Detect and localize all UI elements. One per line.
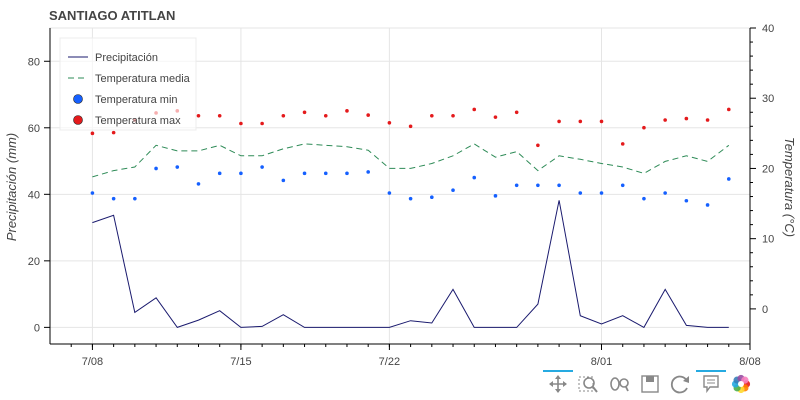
y2-tick-label: 10 [762,234,774,246]
point-temperatura-max [599,119,604,124]
point-temperatura-min [323,171,328,176]
y2-tick-label: 20 [762,163,774,175]
point-temperatura-min [408,196,413,201]
point-temperatura-min [217,171,222,176]
y-tick-label: 0 [34,322,40,334]
point-temperatura-max [684,116,689,121]
y2-tick-label: 40 [762,23,774,35]
point-temperatura-max [366,113,370,117]
toolbar [543,370,751,394]
bokeh-logo-icon[interactable] [731,374,751,394]
point-temperatura-min [620,183,625,188]
point-temperatura-min [154,166,158,171]
series-line-precipitacion [92,200,729,329]
axes: 0 20 40 60 80 0 10 20 30 40 7/08 7/15 7/22 8/01 8/08 [28,23,775,368]
point-temperatura-min [345,171,349,176]
x-tick-label: 8/01 [591,356,612,368]
point-temperatura-min [726,177,731,181]
point-temperatura-max [302,110,307,115]
point-temperatura-max [430,113,434,118]
y-tick-label: 20 [28,256,40,268]
y-tick-label: 60 [28,123,40,135]
y-tick-label: 80 [28,56,40,68]
x-tick-label: 8/08 [739,356,760,368]
point-temperatura-min [705,203,710,207]
hover-tool-icon[interactable] [696,370,726,394]
point-temperatura-max [726,107,731,112]
point-temperatura-max [408,124,413,129]
point-temperatura-min [302,171,307,176]
legend-label: Temperatura max [95,115,181,127]
point-temperatura-max [260,121,264,126]
legend-swatch [73,115,83,125]
y-tick-label: 40 [28,189,40,201]
point-temperatura-min [663,191,667,195]
point-temperatura-max [557,119,561,124]
point-temperatura-min [493,194,498,198]
y2-tick-label: 30 [762,93,774,105]
save-tool-icon[interactable] [641,375,659,393]
y2-axis-label: Temperatura (°C) [782,137,797,237]
point-temperatura-min [111,196,116,201]
point-temperatura-min [133,196,137,201]
box-zoom-tool-icon[interactable] [578,376,598,393]
point-temperatura-min [557,183,561,188]
point-temperatura-max [323,113,328,118]
point-temperatura-min [472,175,477,180]
point-temperatura-min [578,191,583,195]
x-tick-label: 7/08 [82,356,103,368]
point-temperatura-min [175,165,180,169]
point-temperatura-min [599,191,604,195]
point-temperatura-max [217,113,222,118]
point-temperatura-max [239,121,243,126]
point-temperatura-max [514,110,519,115]
wheel-zoom-tool-icon[interactable] [610,377,629,392]
legend-box [59,37,197,131]
point-temperatura-max [111,130,116,135]
y-axis-label: Precipitación (mm) [4,133,19,241]
point-temperatura-max [90,131,95,136]
point-temperatura-min [642,196,646,201]
pan-tool-icon[interactable] [543,370,573,393]
point-temperatura-min [196,182,201,186]
point-temperatura-min [260,165,264,169]
point-temperatura-min [536,183,540,188]
series-line-temperatura-media [92,143,730,178]
point-temperatura-max [451,113,455,118]
legend-label: Temperatura min [95,94,178,106]
point-temperatura-min [684,198,689,203]
legend-label: Precipitación [95,52,158,64]
chart-title: SANTIAGO ATITLAN [49,8,175,23]
point-temperatura-max [578,119,583,124]
point-temperatura-min [281,178,286,183]
point-temperatura-max [663,118,667,122]
legend: Precipitación Temperatura media Temperatur… [59,37,197,131]
point-temperatura-min [366,170,370,174]
point-temperatura-min [239,171,243,176]
point-temperatura-max [493,115,498,119]
legend-swatch [73,94,83,104]
point-temperatura-min [387,191,392,195]
point-temperatura-max [387,121,392,125]
legend-label: Temperatura media [95,73,191,85]
point-temperatura-min [430,195,434,200]
point-temperatura-min [451,188,455,193]
x-tick-label: 7/15 [230,356,251,368]
point-temperatura-max [281,113,286,118]
reset-tool-icon[interactable] [670,375,689,394]
y2-tick-label: 0 [762,304,768,316]
point-temperatura-max [705,118,710,122]
point-temperatura-min [514,183,519,188]
x-tick-label: 7/22 [379,356,400,368]
point-temperatura-max [536,143,540,148]
point-temperatura-max [345,109,349,113]
point-temperatura-min [90,191,95,195]
point-temperatura-max [472,107,477,112]
point-temperatura-max [196,113,201,118]
point-temperatura-max [642,125,646,130]
point-temperatura-max [620,142,625,146]
